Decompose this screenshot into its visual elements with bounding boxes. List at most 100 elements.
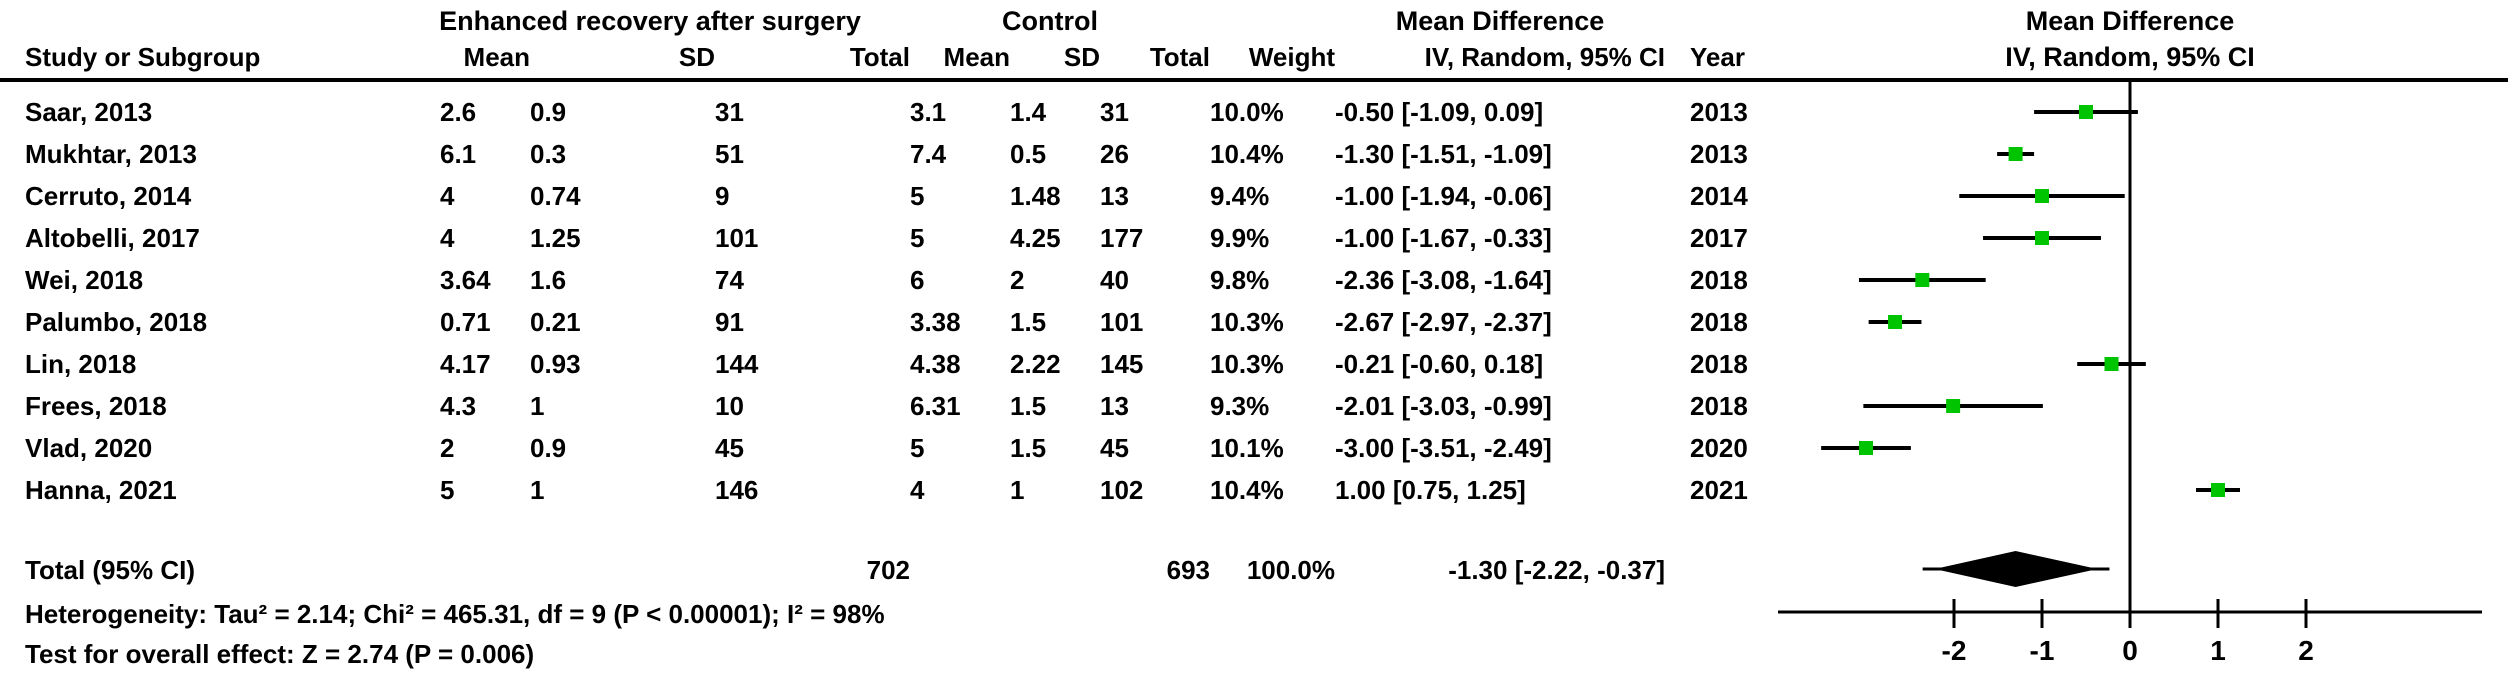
study-name: Saar, 2013 xyxy=(25,97,153,127)
eras-sd: 0.21 xyxy=(530,307,581,337)
control-mean: 5 xyxy=(910,223,925,253)
col-header-c-total: Total xyxy=(1149,42,1210,72)
table-row: Lin, 2018 4.17 0.93 144 4.38 2.22 145 10… xyxy=(25,343,1765,385)
eras-sd: 0.9 xyxy=(530,97,567,127)
eras-total: 31 xyxy=(715,97,744,127)
weight-value: 10.4% xyxy=(1210,475,1284,505)
eras-total: 45 xyxy=(715,433,744,463)
control-mean: 3.38 xyxy=(910,307,961,337)
weight-value: 10.1% xyxy=(1210,433,1284,463)
weight-value: 10.0% xyxy=(1210,97,1284,127)
control-sd: 2.22 xyxy=(1010,349,1061,379)
weight-value: 9.9% xyxy=(1210,223,1270,253)
table-row: Mukhtar, 2013 6.1 0.3 51 7.4 0.5 26 10.4… xyxy=(25,133,1765,175)
control-mean: 4 xyxy=(910,475,925,505)
eras-total: 146 xyxy=(715,475,759,505)
control-total: 13 xyxy=(1100,181,1129,211)
ci-text: -2.67 [-2.97, -2.37] xyxy=(1335,307,1552,337)
study-name: Wei, 2018 xyxy=(25,265,144,295)
eras-mean: 2 xyxy=(440,433,455,463)
eras-sd: 0.9 xyxy=(530,433,567,463)
control-sd: 2 xyxy=(1010,265,1025,295)
year-value: 2014 xyxy=(1690,181,1748,211)
control-sd: 1 xyxy=(1010,475,1025,505)
md-header-right: Mean Difference xyxy=(2025,6,2235,36)
control-total: 102 xyxy=(1100,475,1144,505)
control-mean: 5 xyxy=(910,181,925,211)
eras-sd: 1.25 xyxy=(530,223,581,253)
weight-value: 10.3% xyxy=(1210,349,1284,379)
weight-value: 9.4% xyxy=(1210,181,1270,211)
year-value: 2018 xyxy=(1690,349,1748,379)
control-sd: 1.4 xyxy=(1010,97,1047,127)
group-header-experimental: Enhanced recovery after surgery xyxy=(439,6,861,36)
control-sd: 1.5 xyxy=(1010,307,1047,337)
year-value: 2021 xyxy=(1690,475,1748,505)
effect-marker xyxy=(2008,147,2023,161)
col-header-e-mean: Mean xyxy=(463,42,530,72)
eras-total: 91 xyxy=(715,307,744,337)
control-sd: 0.5 xyxy=(1010,139,1047,169)
ci-text: -1.30 [-1.51, -1.09] xyxy=(1335,139,1552,169)
col-header-year: Year xyxy=(1690,42,1745,72)
ci-text: -3.00 [-3.51, -2.49] xyxy=(1335,433,1552,463)
study-name: Frees, 2018 xyxy=(25,391,167,421)
eras-mean: 6.1 xyxy=(440,139,477,169)
table-row: Vlad, 2020 2 0.9 45 5 1.5 45 10.1% -3.00… xyxy=(25,427,1765,469)
year-value: 2013 xyxy=(1690,97,1748,127)
table-row: Hanna, 2021 5 1 146 4 1 102 10.4% 1.00 [… xyxy=(25,469,1765,511)
table-row: Saar, 2013 2.6 0.9 31 3.1 1.4 31 10.0% -… xyxy=(25,91,1765,133)
ci-text: -0.21 [-0.60, 0.18] xyxy=(1335,349,1544,379)
study-name: Mukhtar, 2013 xyxy=(25,139,197,169)
study-name: Palumbo, 2018 xyxy=(25,307,208,337)
total-ci-text: -1.30 [-2.22, -0.37] xyxy=(1448,555,1665,585)
total-label: Total (95% CI) xyxy=(25,555,195,585)
ci-text: 1.00 [0.75, 1.25] xyxy=(1335,475,1526,505)
axis-tick-label: 0 xyxy=(2122,635,2138,666)
col-header-e-total: Total xyxy=(849,42,910,72)
eras-mean: 4 xyxy=(440,223,455,253)
eras-mean: 0.71 xyxy=(440,307,491,337)
effect-marker xyxy=(1915,273,1930,287)
eras-total: 101 xyxy=(715,223,759,253)
col-header-study: Study or Subgroup xyxy=(25,42,261,72)
eras-mean: 4.3 xyxy=(440,391,477,421)
plot-subheader: IV, Random, 95% CI xyxy=(2005,42,2255,72)
eras-sd: 0.93 xyxy=(530,349,581,379)
year-value: 2017 xyxy=(1690,223,1748,253)
effect-marker xyxy=(2211,483,2225,497)
axis-tick-label: -2 xyxy=(1942,635,1967,666)
year-value: 2020 xyxy=(1690,433,1748,463)
eras-sd: 1.6 xyxy=(530,265,567,295)
total-weight: 100.0% xyxy=(1246,555,1335,585)
header-divider-line xyxy=(0,78,2508,82)
eras-mean: 4 xyxy=(440,181,455,211)
heterogeneity-stats: Heterogeneity: Tau² = 2.14; Chi² = 465.3… xyxy=(25,599,885,629)
axis-tick-label: 1 xyxy=(2210,635,2226,666)
total-control-n: 693 xyxy=(1166,555,1210,585)
weight-value: 9.8% xyxy=(1210,265,1270,295)
eras-sd: 0.74 xyxy=(530,181,581,211)
year-value: 2018 xyxy=(1690,307,1748,337)
overall-effect-test: Test for overall effect: Z = 2.74 (P = 0… xyxy=(25,639,535,669)
table-row: Wei, 2018 3.64 1.6 74 6 2 40 9.8% -2.36 … xyxy=(25,259,1765,301)
control-mean: 6.31 xyxy=(910,391,961,421)
table-row: Cerruto, 2014 4 0.74 9 5 1.48 13 9.4% -1… xyxy=(25,175,1765,217)
weight-value: 10.4% xyxy=(1210,139,1284,169)
effect-marker xyxy=(2035,231,2049,245)
control-sd: 1.48 xyxy=(1010,181,1061,211)
control-total: 26 xyxy=(1100,139,1129,169)
eras-mean: 4.17 xyxy=(440,349,491,379)
eras-sd: 1 xyxy=(530,475,545,505)
table-row: Frees, 2018 4.3 1 10 6.31 1.5 13 9.3% -2… xyxy=(25,385,1765,427)
year-value: 2013 xyxy=(1690,139,1748,169)
effect-marker xyxy=(1859,441,1873,455)
study-name: Hanna, 2021 xyxy=(25,475,177,505)
eras-total: 144 xyxy=(715,349,759,379)
eras-mean: 3.64 xyxy=(440,265,491,295)
control-sd: 4.25 xyxy=(1010,223,1061,253)
control-total: 177 xyxy=(1100,223,1144,253)
control-total: 13 xyxy=(1100,391,1129,421)
study-name: Altobelli, 2017 xyxy=(25,223,200,253)
